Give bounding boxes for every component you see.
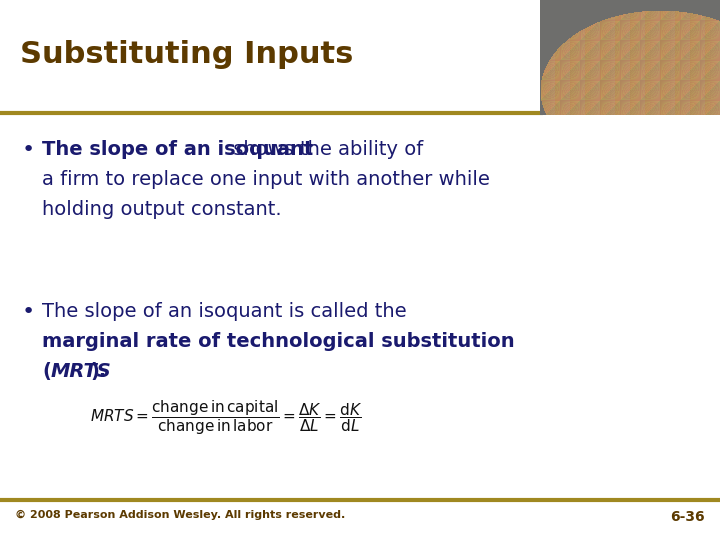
Text: holding output constant.: holding output constant. (42, 200, 282, 219)
Text: marginal rate of technological substitution: marginal rate of technological substitut… (42, 332, 515, 351)
Text: MRTS: MRTS (51, 362, 112, 381)
Text: shows the ability of: shows the ability of (227, 140, 423, 159)
Text: ).: ). (90, 362, 107, 381)
Text: $\mathit{MRTS} = \dfrac{\mathregular{change\,in\,capital}}{\mathregular{change\,: $\mathit{MRTS} = \dfrac{\mathregular{cha… (90, 398, 362, 437)
Text: •: • (22, 302, 35, 322)
Text: The slope of an isoquant shows the ability of: The slope of an isoquant shows the abili… (42, 140, 479, 159)
Text: The slope of an isoquant: The slope of an isoquant (42, 140, 313, 159)
Text: Substituting Inputs: Substituting Inputs (20, 40, 354, 69)
Text: •: • (22, 140, 35, 160)
Text: The slope of an isoquant is called the: The slope of an isoquant is called the (42, 302, 407, 321)
Text: (: ( (42, 362, 51, 381)
Text: © 2008 Pearson Addison Wesley. All rights reserved.: © 2008 Pearson Addison Wesley. All right… (15, 510, 346, 520)
Text: 6-36: 6-36 (670, 510, 705, 524)
Text: a firm to replace one input with another while: a firm to replace one input with another… (42, 170, 490, 189)
